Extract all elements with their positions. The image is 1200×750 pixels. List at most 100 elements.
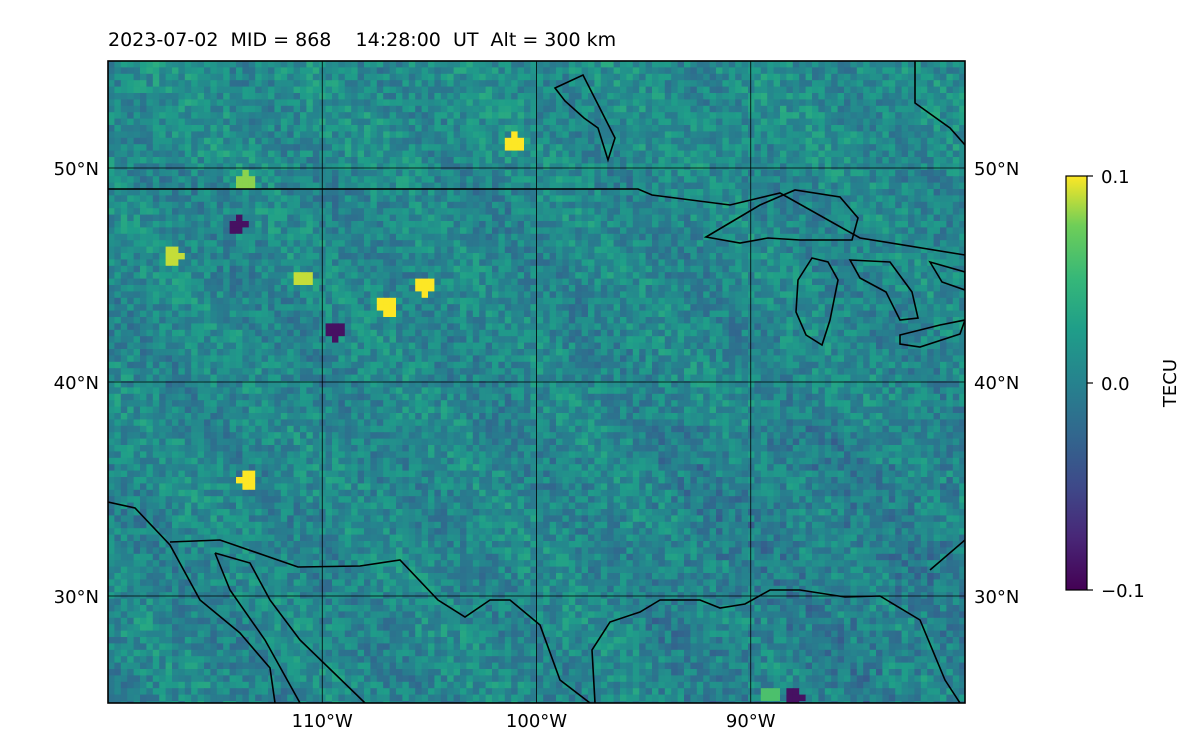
- heatmap-cell: [268, 112, 275, 120]
- heatmap-cell: [389, 182, 397, 190]
- heatmap-cell: [364, 278, 371, 286]
- heatmap-cell: [908, 227, 915, 235]
- heatmap-cell: [108, 227, 115, 235]
- heatmap-cell: [741, 86, 749, 94]
- heatmap-cell: [671, 118, 679, 126]
- heatmap-cell: [485, 189, 493, 196]
- heatmap-cell: [229, 265, 237, 273]
- heatmap-cell: [312, 150, 320, 158]
- heatmap-cell: [152, 246, 160, 254]
- heatmap-cell: [108, 278, 115, 286]
- heatmap-cell: [466, 157, 474, 164]
- heatmap-cell: [908, 86, 915, 94]
- heatmap-cell: [940, 93, 947, 100]
- heatmap-cell: [946, 214, 954, 222]
- heatmap-cell: [536, 157, 544, 164]
- heatmap-cell: [754, 131, 762, 139]
- heatmap-cell: [748, 214, 755, 222]
- heatmap-cell: [428, 73, 435, 81]
- heatmap-cell: [472, 259, 480, 267]
- heatmap-cell: [300, 265, 307, 273]
- heatmap-cell: [389, 233, 397, 241]
- heatmap-cell: [421, 259, 429, 267]
- heatmap-cell: [261, 233, 269, 241]
- heatmap-cell: [479, 182, 487, 190]
- heatmap-cell: [383, 214, 391, 222]
- heatmap-cell: [108, 67, 115, 75]
- heatmap-cell: [760, 80, 768, 88]
- heatmap-cell: [453, 253, 461, 260]
- heatmap-cell: [351, 214, 359, 222]
- heatmap-cell: [492, 73, 499, 81]
- heatmap-cell: [466, 80, 474, 88]
- heatmap-cell: [338, 259, 346, 267]
- heatmap-cell: [914, 208, 922, 216]
- heatmap-cell: [210, 118, 218, 126]
- heatmap-cell: [920, 169, 928, 177]
- heatmap-cell: [812, 176, 819, 184]
- heatmap-cell: [114, 137, 122, 145]
- heatmap-cell: [831, 73, 839, 81]
- heatmap-cell: [831, 99, 839, 107]
- heatmap-cell: [671, 176, 679, 184]
- heatmap-cell: [594, 259, 602, 267]
- heatmap-cell: [440, 285, 448, 292]
- heatmap-cell: [556, 163, 563, 171]
- heatmap-cell: [453, 285, 461, 292]
- heatmap-cell: [684, 176, 691, 184]
- heatmap-cell: [658, 93, 666, 100]
- heatmap-cell: [440, 214, 448, 222]
- heatmap-cell: [261, 61, 269, 68]
- heatmap-cell: [114, 131, 122, 139]
- heatmap-cell: [690, 227, 698, 235]
- heatmap-cell: [364, 253, 371, 260]
- heatmap-cell: [332, 112, 339, 120]
- heatmap-cell: [575, 80, 583, 88]
- heatmap-cell: [760, 195, 768, 203]
- heatmap-cell: [952, 253, 960, 260]
- heatmap-cell: [485, 169, 493, 177]
- heatmap-cell: [748, 265, 755, 273]
- heatmap-cell: [492, 285, 499, 292]
- heatmap-cell: [114, 233, 122, 241]
- heatmap-cell: [127, 93, 135, 100]
- heatmap-cell: [543, 86, 551, 94]
- heatmap-cell: [428, 195, 435, 203]
- heatmap-cell: [652, 118, 659, 126]
- heatmap-cell: [696, 137, 704, 145]
- heatmap-cell: [741, 189, 749, 196]
- heatmap-cell: [408, 99, 416, 107]
- heatmap-cell: [364, 99, 371, 107]
- heatmap-cell: [754, 189, 762, 196]
- heatmap-cell: [639, 176, 647, 184]
- heatmap-cell: [325, 291, 333, 299]
- heatmap-cell: [607, 93, 615, 100]
- heatmap-cell: [780, 73, 787, 81]
- heatmap-cell: [191, 73, 199, 81]
- heatmap-cell: [639, 259, 647, 267]
- heatmap-cell: [165, 80, 173, 88]
- heatmap-cell: [440, 137, 448, 145]
- heatmap-cell: [927, 112, 935, 120]
- heatmap-cell: [127, 105, 135, 113]
- heatmap-cell: [108, 189, 115, 196]
- heatmap-cell: [901, 86, 909, 94]
- heatmap-cell: [306, 246, 314, 254]
- heatmap-cell: [370, 189, 378, 196]
- heatmap-cell: [460, 201, 467, 209]
- heatmap-cell: [626, 265, 634, 273]
- heatmap-cell: [376, 61, 384, 68]
- heatmap-cell: [581, 201, 589, 209]
- heatmap-cell: [927, 253, 935, 260]
- heatmap-cell: [613, 137, 621, 145]
- heatmap-cell: [530, 259, 538, 267]
- heatmap-cell: [831, 176, 839, 184]
- heatmap-cell: [248, 99, 256, 107]
- heatmap-cell: [319, 86, 327, 94]
- heatmap-cell: [645, 201, 653, 209]
- heatmap-cell: [108, 73, 115, 81]
- heatmap-cell: [498, 182, 506, 190]
- heatmap-cell: [332, 125, 339, 132]
- heatmap-cell: [882, 99, 890, 107]
